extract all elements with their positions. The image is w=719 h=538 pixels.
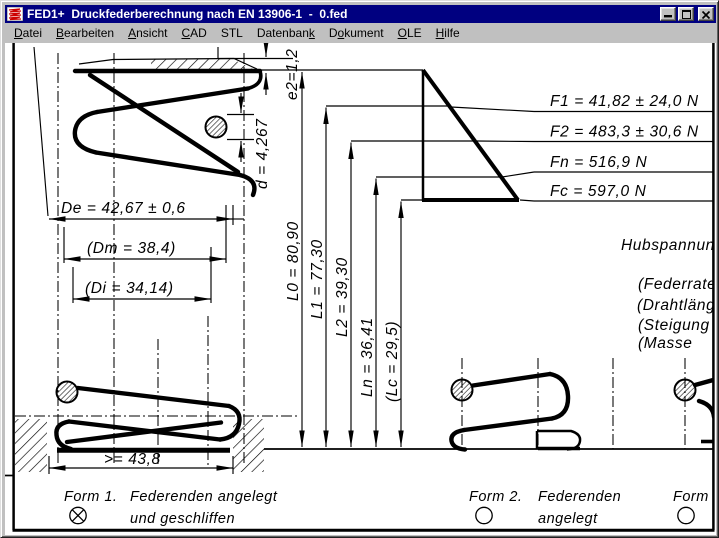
dim-lengths: L0 = 80,90 L1 = 77,30 L2 = 39,30 Ln = 36… bbox=[260, 69, 501, 447]
dim-diameters: De = 42,67 ± 0,6 (Dm = 38,4) (Di = 34,14… bbox=[49, 200, 244, 303]
close-icon bbox=[702, 11, 710, 19]
form2-symbol-circle bbox=[475, 506, 493, 525]
annotation-masse: (Masse bbox=[638, 335, 692, 352]
form2-desc-line2: angelegt bbox=[538, 511, 598, 527]
menu-item-dokument[interactable]: Dokument bbox=[328, 26, 384, 40]
form3-symbol-circle bbox=[677, 506, 695, 525]
window-controls bbox=[660, 7, 714, 21]
menu-item-datenbank[interactable]: Datenbank bbox=[256, 26, 315, 40]
force-diagram bbox=[421, 68, 520, 202]
dim-di-label: (Di = 34,14) bbox=[85, 280, 174, 297]
form1-desc-line2: und geschliffen bbox=[130, 511, 235, 527]
menu-item-ansicht[interactable]: Ansicht bbox=[128, 26, 168, 40]
force-labels: F1 = 41,82 ± 24,0 N F2 = 483,3 ± 30,6 N … bbox=[450, 93, 713, 202]
dim-l0-label: L0 = 80,90 bbox=[285, 221, 302, 301]
title-bar[interactable]: FED1+ Druckfederberechnung nach EN 13906… bbox=[5, 5, 716, 23]
force-fc-label: Fc = 597,0 N bbox=[550, 183, 647, 200]
annotation-steigung: (Steigung bbox=[638, 317, 710, 334]
annotations: Hubspannung (Federrate (Drahtläng (Steig… bbox=[621, 237, 716, 352]
form1-desc-line1: Federenden angelegt bbox=[130, 489, 278, 505]
menu-item-cad[interactable]: CAD bbox=[181, 26, 207, 40]
form1-symbol-crossed-circle bbox=[69, 506, 87, 525]
spring-coil-icon[interactable] bbox=[6, 6, 24, 22]
maximize-icon bbox=[681, 10, 691, 19]
minimize-icon bbox=[664, 15, 672, 18]
drawing-area: d = 4,267 e2=1,2 bbox=[5, 43, 716, 535]
dim-ln-label: Ln = 36,41 bbox=[359, 317, 376, 397]
form2-desc-line1: Federenden bbox=[538, 489, 621, 505]
window-title: FED1+ Druckfederberechnung nach EN 13906… bbox=[27, 7, 348, 21]
annotation-drahtlaenge: (Drahtläng bbox=[637, 297, 715, 314]
form-legend: Form 1. Federenden angelegt und geschlif… bbox=[64, 489, 716, 527]
dim-wire-d: d = 4,267 bbox=[227, 93, 271, 189]
main-spring-bottom bbox=[15, 380, 264, 472]
dim-dm-label: (Dm = 38,4) bbox=[87, 240, 176, 257]
dim-wire-d-label: d = 4,267 bbox=[254, 118, 271, 189]
force-fn-label: Fn = 516,9 N bbox=[550, 154, 647, 171]
annotation-hubspannung: Hubspannung bbox=[621, 237, 716, 254]
main-spring-top bbox=[33, 46, 263, 217]
menu-item-ole[interactable]: OLE bbox=[397, 26, 422, 40]
dim-l2-label: L2 = 39,30 bbox=[334, 257, 351, 337]
dim-min-space: >= 43,8 bbox=[48, 451, 234, 474]
force-f1-label: F1 = 41,82 ± 24,0 N bbox=[550, 93, 699, 110]
form1-label: Form 1. bbox=[64, 489, 117, 505]
force-f2-label: F2 = 483,3 ± 30,6 N bbox=[550, 124, 699, 141]
maximize-button[interactable] bbox=[678, 7, 694, 21]
menu-item-datei[interactable]: Datei bbox=[14, 26, 43, 40]
form2-label: Form 2. bbox=[469, 489, 522, 505]
sheet-frame bbox=[5, 43, 715, 532]
dim-l1-label: L1 = 77,30 bbox=[309, 239, 326, 319]
dim-end-gap-e2: e2=1,2 bbox=[217, 43, 301, 100]
menu-item-hilfe[interactable]: Hilfe bbox=[435, 26, 460, 40]
form2-spring bbox=[449, 371, 582, 452]
menu-bar: Datei Bearbeiten Ansicht CAD STL Datenba… bbox=[5, 24, 716, 42]
menu-item-stl[interactable]: STL bbox=[220, 26, 243, 40]
dim-e2-label: e2=1,2 bbox=[284, 49, 301, 100]
form3-label: Form 3 bbox=[673, 489, 716, 505]
close-button[interactable] bbox=[698, 7, 714, 21]
dim-min-space-label: >= 43,8 bbox=[104, 451, 161, 468]
dim-de-label: De = 42,67 ± 0,6 bbox=[61, 200, 186, 217]
menu-item-bearbeiten[interactable]: Bearbeiten bbox=[56, 26, 115, 40]
form3-spring bbox=[673, 377, 713, 444]
annotation-federrate: (Federrate bbox=[638, 276, 716, 293]
dim-lc-label: (Lc = 29,5) bbox=[384, 321, 401, 402]
minimize-button[interactable] bbox=[660, 7, 676, 21]
